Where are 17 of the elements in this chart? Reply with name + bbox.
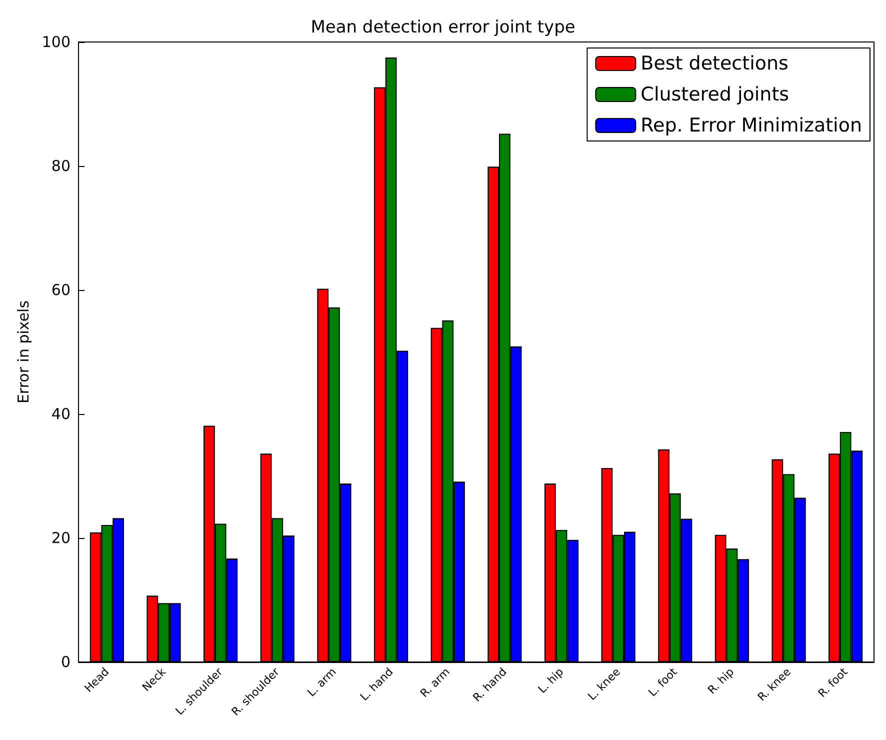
y-tick-label: 40 xyxy=(51,405,71,423)
y-tick-label: 60 xyxy=(51,281,71,299)
chart-title: Mean detection error joint type xyxy=(310,18,576,38)
y-tick-label: 80 xyxy=(51,157,71,175)
y-tick-label: 20 xyxy=(51,529,71,547)
y-tick-label: 0 xyxy=(60,653,71,671)
x-tick-label: L. arm xyxy=(304,665,339,700)
x-tick-label: R. arm xyxy=(418,665,452,700)
y-tick-label: 100 xyxy=(42,33,71,51)
legend-label: Rep. Error Minimization xyxy=(640,114,862,136)
x-tick-label: R. foot xyxy=(816,664,851,700)
legend-label: Best detections xyxy=(640,52,788,74)
x-tick-label: L. hip xyxy=(536,665,566,696)
x-tick-label: L. foot xyxy=(646,664,680,700)
y-axis-title: Error in pixels xyxy=(14,300,32,404)
legend-label: Clustered joints xyxy=(640,84,790,106)
x-tick-label: R. hip xyxy=(705,665,737,697)
